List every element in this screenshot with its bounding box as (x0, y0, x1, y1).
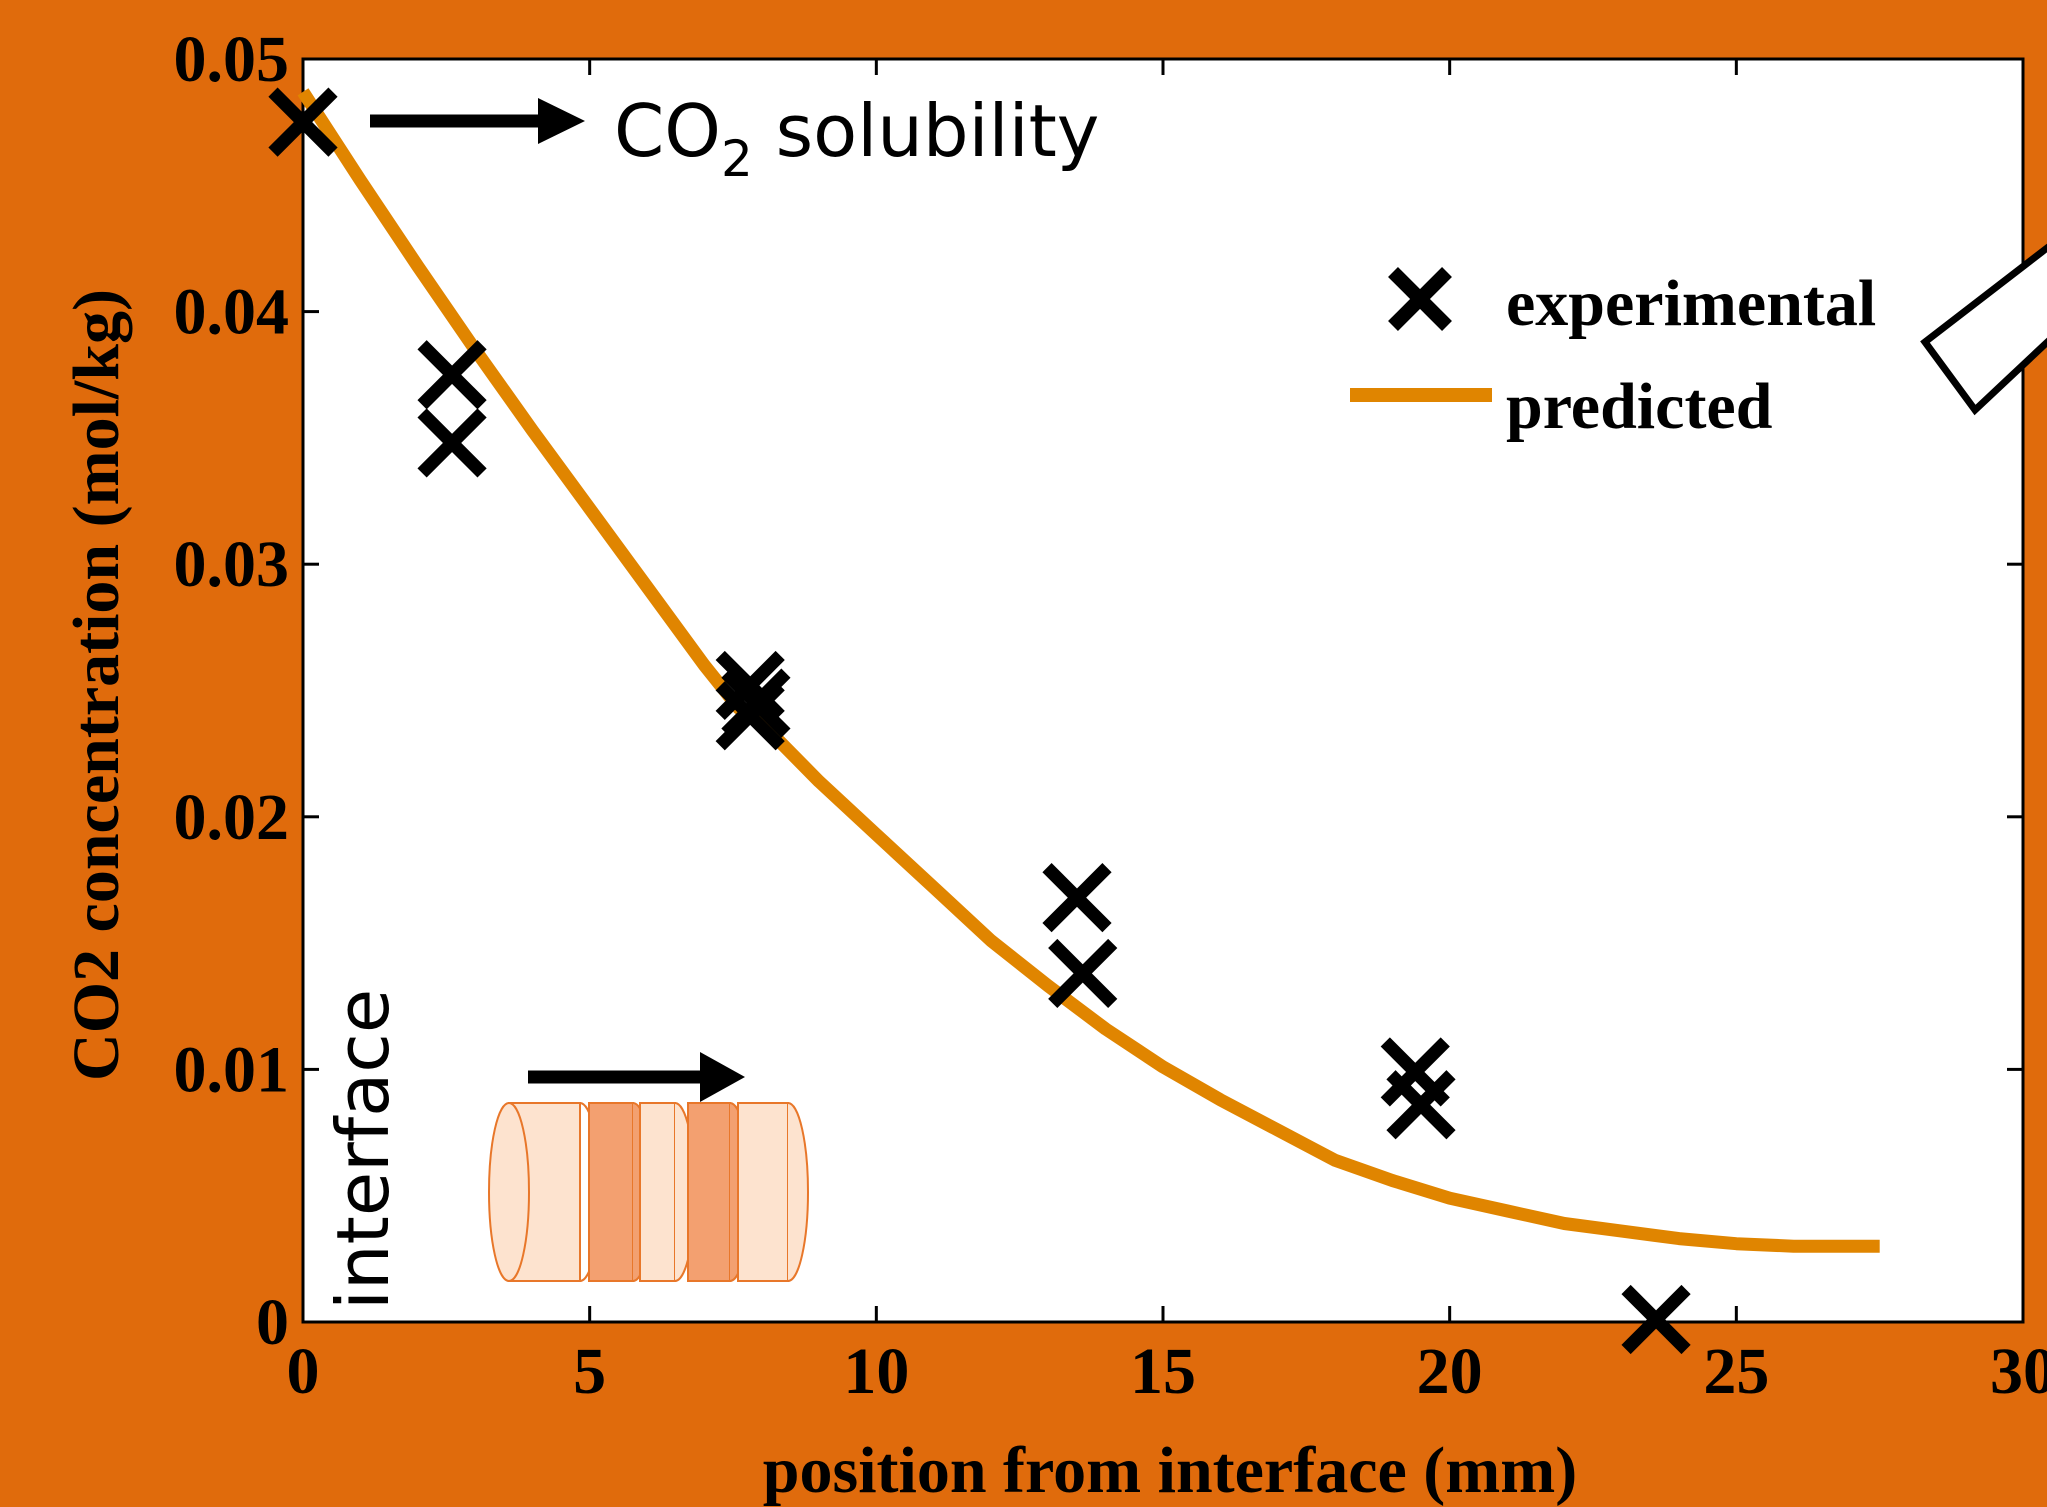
predicted-line (297, 88, 1880, 1253)
disc (639, 1102, 696, 1282)
data-point-marker (1386, 1070, 1456, 1140)
solubility-arrow (370, 98, 585, 144)
axis-ticks (301, 57, 2025, 1324)
x-axis-title: position from interface (mm) (763, 1434, 1577, 1507)
sample-discs-illustration (488, 1102, 809, 1282)
x-tick-label: 5 (573, 1335, 606, 1408)
legend-marker-experimental (1388, 267, 1452, 331)
x-tick-label: 25 (1703, 1335, 1769, 1408)
x-tick-labels: 0 5 10 15 20 25 30 (287, 1335, 2047, 1408)
decorative-rectangle-shape (1920, 243, 2047, 416)
x-tick-label: 10 (843, 1335, 909, 1408)
x-tick-label: 15 (1130, 1335, 1196, 1408)
predicted-series (297, 88, 1880, 1253)
legend-label-experimental: experimental (1506, 267, 1876, 340)
data-point-marker (1621, 1284, 1691, 1355)
legend-label-predicted: predicted (1506, 370, 1772, 443)
y-tick-labels: 0 0.01 0.02 0.03 0.04 0.05 (174, 23, 290, 1359)
solubility-prefix: CO (614, 89, 721, 173)
data-point-marker (1042, 863, 1112, 933)
data-point-marker (417, 408, 487, 478)
x-tick-label: 30 (1990, 1335, 2047, 1408)
data-point-marker (268, 87, 338, 157)
x-tick-label: 0 (287, 1335, 320, 1408)
experimental-series (268, 87, 1691, 1355)
interface-label: interface (321, 989, 405, 1310)
solubility-subscript: 2 (721, 130, 753, 188)
x-tick-label: 20 (1417, 1335, 1483, 1408)
y-tick-label: 0.03 (174, 528, 290, 601)
data-point-marker (715, 650, 785, 721)
disc (737, 1102, 809, 1282)
legend: experimental predicted (1350, 267, 1876, 443)
y-tick-label: 0 (256, 1286, 289, 1359)
y-tick-label: 0.02 (174, 781, 290, 854)
y-tick-label: 0.04 (174, 276, 290, 349)
y-tick-label: 0.01 (174, 1033, 290, 1106)
solubility-label: CO2 solubility (614, 89, 1099, 188)
solubility-suffix: solubility (753, 89, 1100, 173)
disc (687, 1102, 751, 1282)
y-tick-label: 0.05 (174, 23, 290, 96)
direction-arrow (528, 1052, 745, 1102)
y-axis-title: CO2 concentration (mol/kg) (60, 289, 133, 1081)
data-point-marker (721, 668, 791, 738)
data-point-marker (1048, 938, 1118, 1009)
data-point-marker (417, 340, 487, 410)
